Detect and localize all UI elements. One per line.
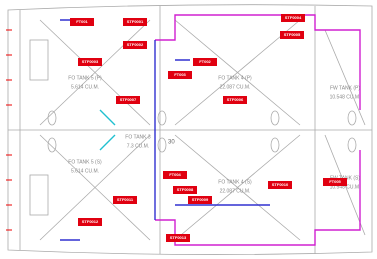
tag-label: FT005 bbox=[329, 179, 341, 184]
hull-structure bbox=[8, 5, 372, 255]
tag-label: STF0003 bbox=[82, 59, 99, 64]
tag-label: FT003 bbox=[174, 72, 186, 77]
tank-capacity: 5.614 CU.M. bbox=[71, 84, 99, 90]
tag-label: STF0006 bbox=[227, 97, 244, 102]
tank-name: FO TANK 5 (S) bbox=[68, 159, 102, 165]
tank-capacity: 5.614 CU.M. bbox=[71, 168, 99, 174]
tank-capacity: 10.548 CU.M. bbox=[330, 94, 361, 100]
tank-capacity: 22.087 CU.M. bbox=[220, 84, 251, 90]
drawing: FO TANK 5 (P) 5.614 CU.M. FO TANK 3 7.3 CU.… bbox=[0, 0, 377, 259]
tag-label: STF0004 bbox=[285, 15, 302, 20]
tag-label: STF0013 bbox=[170, 235, 187, 240]
tank-name: FW TANK (P) bbox=[330, 85, 360, 91]
tank-name: FO TANK 4 (S) bbox=[218, 179, 252, 185]
tag-label: STF0011 bbox=[117, 197, 134, 202]
tag-label: STF0012 bbox=[82, 219, 99, 224]
tag-label: STF0002 bbox=[127, 42, 144, 47]
tank-name: FO TANK 3 bbox=[125, 134, 151, 140]
tag-label: STF0010 bbox=[272, 182, 289, 187]
tag-label: STF0007 bbox=[120, 97, 137, 102]
tag-label: FT001 bbox=[76, 19, 88, 24]
tag-label: STF0008 bbox=[177, 187, 194, 192]
tank-capacity: 7.3 CU.M. bbox=[127, 143, 150, 149]
tag-label: STF0001 bbox=[127, 19, 144, 24]
tank-capacity: 22.087 CU.M. bbox=[220, 188, 251, 194]
tag-label: STF0009 bbox=[192, 197, 209, 202]
tag-label: STF0005 bbox=[284, 32, 301, 37]
tank-name: FO TANK 5 (P) bbox=[68, 75, 102, 81]
frame-label: 30 bbox=[168, 140, 175, 146]
labels: FO TANK 5 (P) 5.614 CU.M. FO TANK 3 7.3 CU.… bbox=[68, 14, 360, 242]
tag-label: FT004 bbox=[169, 172, 181, 177]
tank-name: FO TANK 4 (P) bbox=[218, 75, 252, 81]
tag-label: FT002 bbox=[199, 59, 211, 64]
